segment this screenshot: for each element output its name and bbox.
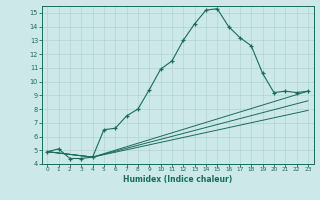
X-axis label: Humidex (Indice chaleur): Humidex (Indice chaleur): [123, 175, 232, 184]
